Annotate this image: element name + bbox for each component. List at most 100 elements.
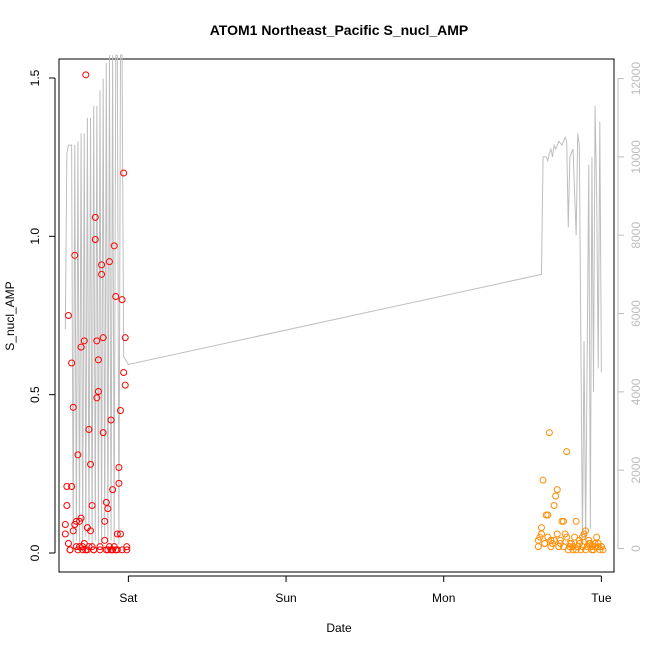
data-point — [115, 464, 123, 471]
data-point — [61, 530, 69, 538]
data-point — [69, 403, 77, 411]
y-axis-label: S_nucl_AMP — [3, 281, 17, 350]
y-tick-label: 0.5 — [28, 386, 42, 403]
data-point — [71, 251, 79, 259]
right-tick-label: 0 — [629, 545, 643, 552]
data-point — [560, 543, 568, 551]
data-point — [552, 492, 560, 500]
x-tick-label: Sun — [275, 591, 296, 605]
data-point — [582, 527, 590, 535]
point-series-layer — [61, 71, 607, 554]
data-point — [96, 543, 104, 551]
data-point — [79, 546, 87, 554]
data-point — [571, 533, 579, 541]
data-point — [69, 527, 77, 535]
data-point — [68, 359, 76, 367]
data-point — [101, 536, 109, 544]
data-point — [77, 514, 85, 522]
data-point — [61, 521, 69, 528]
data-point — [88, 502, 96, 509]
data-point — [539, 476, 547, 484]
data-point — [93, 394, 101, 402]
x-tick-label: Tue — [591, 591, 612, 605]
data-point — [112, 293, 120, 300]
data-point — [547, 543, 555, 551]
data-point — [107, 416, 115, 424]
data-point — [544, 511, 552, 519]
data-point — [64, 312, 72, 319]
data-point — [534, 536, 542, 544]
data-point — [541, 540, 549, 547]
data-point — [593, 533, 601, 541]
data-point — [597, 543, 605, 551]
right-y-axis: 0 2000 4000 6000 8000 10000 12000 — [617, 62, 643, 552]
y-tick-label: 1.0 — [28, 228, 42, 245]
data-point — [99, 334, 107, 342]
x-axis-label: Date — [326, 621, 352, 635]
data-point — [118, 296, 126, 304]
data-point — [563, 533, 571, 541]
data-point — [560, 517, 568, 525]
data-point — [64, 540, 72, 547]
line-series-layer — [64, 54, 602, 545]
data-point — [99, 429, 107, 437]
right-tick-label: 8000 — [629, 222, 643, 249]
right-tick-label: 2000 — [629, 457, 643, 484]
data-point — [553, 530, 561, 538]
x-axis: Sat Sun Mon Tue — [119, 575, 612, 605]
data-point — [116, 530, 124, 538]
data-point — [74, 451, 82, 459]
data-point — [578, 543, 586, 551]
data-point — [121, 334, 129, 342]
data-point — [553, 486, 561, 494]
y-axis: 0.0 0.5 1.0 1.5 — [28, 69, 56, 561]
data-point — [537, 530, 545, 538]
y-tick-label: 1.5 — [28, 69, 42, 86]
data-point — [98, 261, 106, 269]
data-point — [94, 356, 102, 364]
data-point — [82, 71, 90, 79]
chart-title: ATOM1 Northeast_Pacific S_nucl_AMP — [210, 22, 469, 38]
plot-box — [58, 58, 615, 573]
data-point — [85, 426, 93, 433]
data-point — [116, 407, 124, 414]
data-point — [91, 236, 99, 243]
right-tick-label: 12000 — [629, 62, 643, 96]
data-point — [550, 502, 558, 509]
data-point — [87, 527, 95, 535]
line-series — [64, 54, 602, 545]
data-point — [72, 517, 80, 525]
data-point — [94, 388, 102, 395]
data-point — [123, 543, 131, 551]
data-point — [104, 505, 112, 513]
data-point — [115, 479, 123, 487]
data-point — [109, 486, 117, 494]
data-point — [572, 546, 580, 554]
data-point — [585, 540, 593, 547]
data-point — [572, 517, 580, 525]
data-point — [550, 536, 558, 544]
data-point — [563, 448, 571, 456]
data-point — [123, 546, 131, 554]
data-point — [534, 543, 542, 551]
x-tick-label: Mon — [432, 591, 455, 605]
data-point — [113, 530, 121, 538]
data-point — [93, 337, 101, 345]
data-point — [77, 343, 85, 351]
data-point — [85, 543, 93, 551]
data-point — [68, 483, 76, 490]
data-point — [105, 258, 113, 266]
data-point — [545, 429, 553, 437]
y-tick-label: 0.0 — [28, 544, 42, 561]
right-tick-label: 10000 — [629, 140, 643, 174]
data-point — [113, 546, 121, 554]
data-point — [120, 169, 128, 177]
data-point — [102, 498, 110, 506]
data-point — [121, 381, 129, 389]
data-point — [120, 369, 128, 376]
data-point — [91, 213, 99, 221]
data-point — [101, 517, 109, 525]
x-tick-label: Sat — [119, 591, 138, 605]
data-point — [80, 337, 88, 345]
